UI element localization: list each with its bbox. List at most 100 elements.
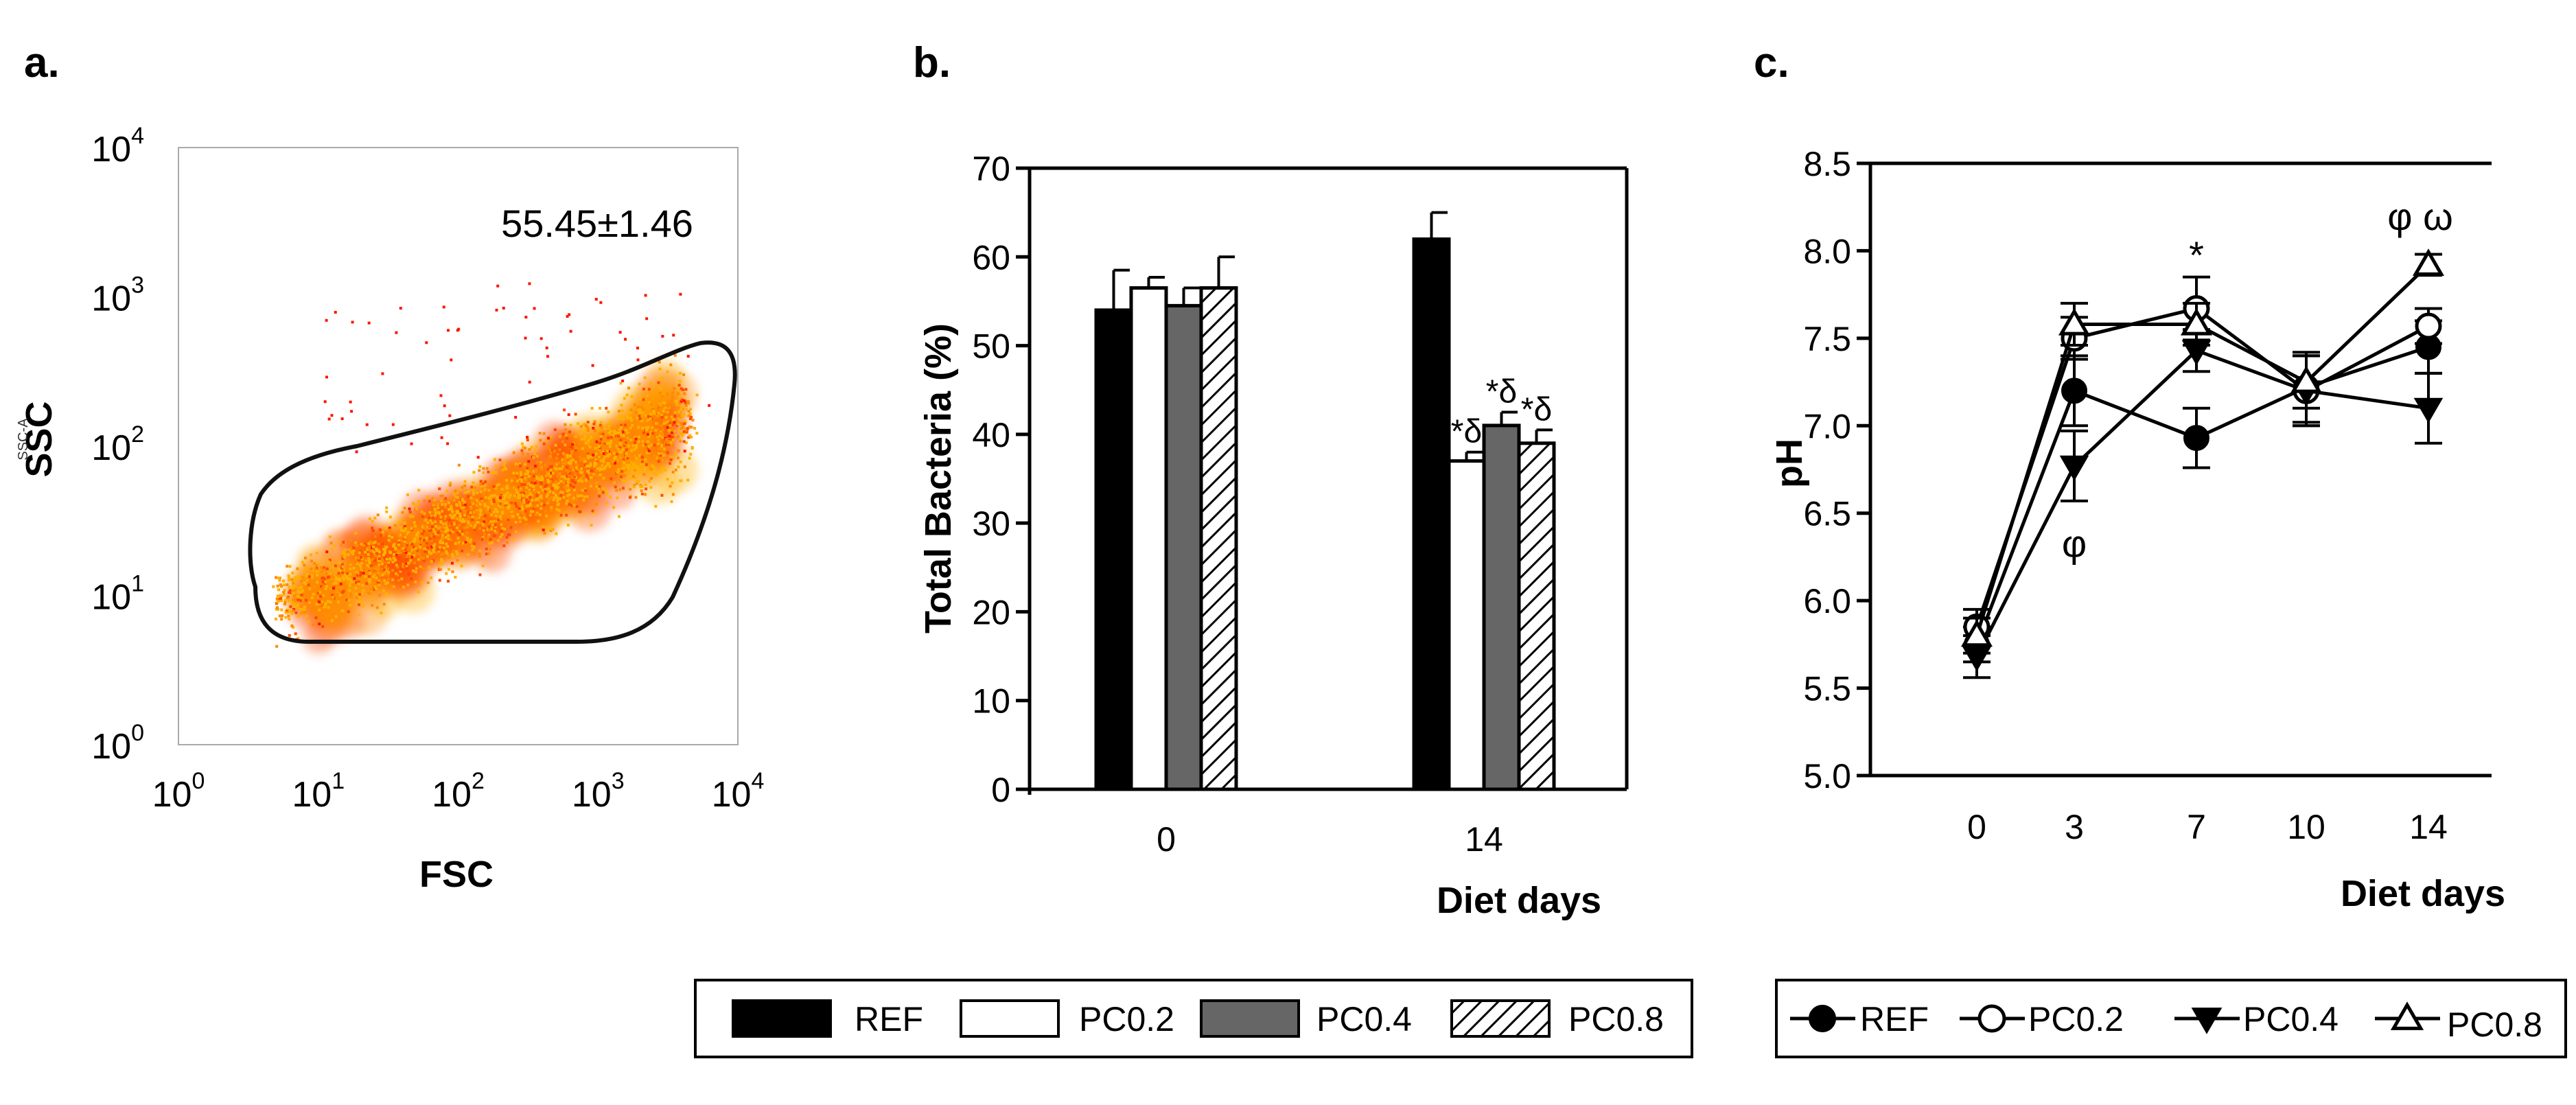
scatter-point [341,590,345,594]
scatter-point [494,529,497,533]
scatter-point [658,447,661,451]
scatter-point [599,438,603,441]
scatter-point [463,500,466,504]
scatter-point [525,486,529,489]
scatter-point [675,403,679,406]
scatter-point [657,381,660,384]
scatter-point [339,569,343,572]
scatter-point [272,585,275,588]
scatter-point [585,478,588,481]
scatter-point [623,474,627,477]
x-tick-exponent: 4 [751,768,764,794]
scatter-point [540,467,544,471]
scatter-point [677,410,680,413]
scatter-point [294,632,297,636]
scatter-point [382,534,385,537]
scatter-point [532,488,535,491]
scatter-point [539,465,542,469]
scatter-point [682,392,686,395]
scatter-point [377,569,380,572]
scatter-point [345,585,349,588]
scatter-point [681,407,684,410]
scatter-point [360,557,364,561]
x-tick-label: 104 [712,768,765,815]
scatter-point [495,465,498,468]
scatter-point [475,521,478,524]
scatter-point [529,513,532,517]
scatter-point [466,539,469,542]
scatter-point [437,506,440,509]
scatter-point [428,550,431,554]
scatter-point [413,561,416,565]
scatter-point [664,406,667,410]
scatter-outlier [539,337,543,340]
scatter-point [567,497,570,500]
scatter-point [457,541,461,544]
scatter-point [599,459,603,463]
scatter-point [338,579,342,582]
scatter-point [620,462,623,465]
scatter-point [492,500,496,504]
scatter-point [583,495,586,498]
scatter-point [428,516,431,520]
scatter-point [360,592,364,595]
bar-ref [1412,237,1451,791]
scatter-point [479,509,483,512]
scatter-point [633,447,636,451]
scatter-point [292,600,296,603]
legend-label-ref: REF [855,1000,923,1038]
scatter-point [598,468,601,472]
scatter-point [660,469,663,473]
scatter-point [586,452,590,456]
scatter-point [349,567,352,570]
scatter-point [522,445,525,449]
scatter-point [511,515,515,518]
scatter-point [497,518,500,522]
scatter-point [533,448,537,452]
y-tick-exponent: 4 [131,123,144,149]
scatter-point [662,422,666,426]
scatter-point [619,434,623,437]
scatter-point [557,509,561,512]
scatter-point [486,509,489,512]
x-tick-exponent: 1 [332,768,345,794]
scatter-point [432,559,435,563]
scatter-point [421,535,425,539]
scatter-point [471,518,474,522]
scatter-point [666,410,669,414]
scatter-outlier [349,400,352,404]
scatter-point [666,405,670,408]
scatter-point [562,496,566,499]
scatter-outlier [636,358,640,362]
scatter-point [564,457,567,461]
scatter-point [610,458,613,462]
scatter-point [378,550,381,554]
scatter-point [388,557,392,561]
scatter-point [278,614,281,618]
scatter-point [478,465,482,468]
scatter-outlier [599,301,603,304]
scatter-point [658,367,662,371]
scatter-point [593,465,596,468]
scatter-point [455,550,459,553]
scatter-point [286,596,289,600]
scatter-point [461,533,464,536]
scatter-point [620,475,623,478]
scatter-point [341,552,345,555]
scatter-point [299,598,303,602]
scatter-outlier [636,347,640,350]
scatter-point [534,490,537,493]
scatter-point [673,386,676,390]
scatter-point [377,566,380,570]
scatter-point [667,428,671,432]
scatter-point [524,478,528,482]
scatter-point [680,387,683,391]
scatter-point [452,514,456,517]
scatter-point [556,499,559,502]
scatter-point [430,535,434,538]
scatter-point [631,469,634,473]
scatter-point [649,469,652,473]
scatter-point [626,464,629,467]
scatter-point [440,552,443,556]
scatter-point [649,421,652,424]
